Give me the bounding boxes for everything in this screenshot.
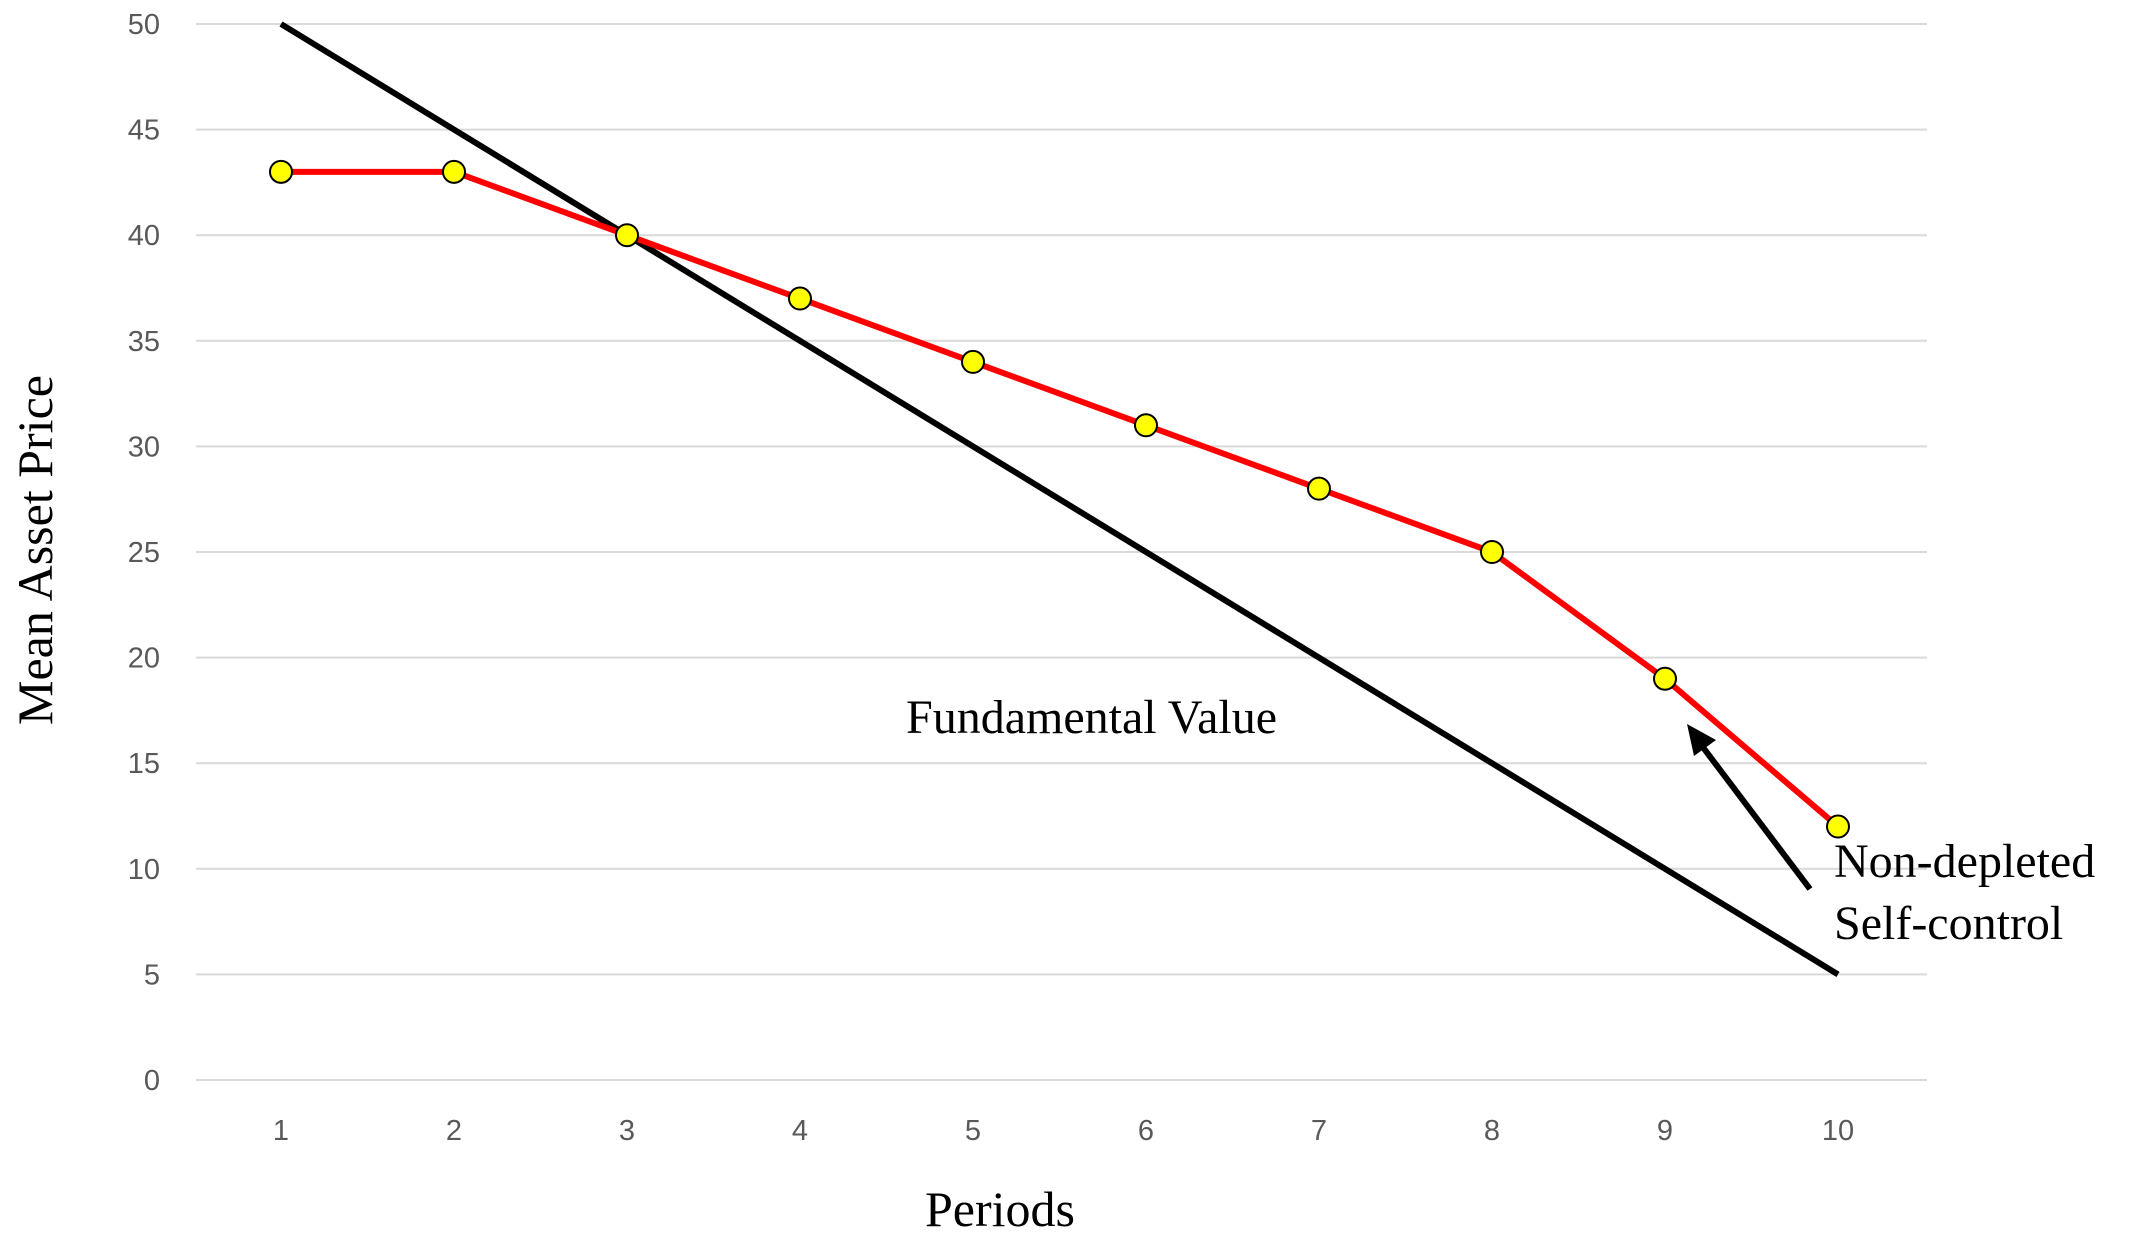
x-tick-label: 5 bbox=[965, 1115, 981, 1147]
x-axis-ticks: 1 2 3 4 5 6 7 8 9 10 bbox=[273, 1115, 1854, 1147]
x-tick-label: 3 bbox=[619, 1115, 635, 1147]
y-tick-label: 30 bbox=[128, 431, 160, 463]
x-tick-label: 4 bbox=[792, 1115, 808, 1147]
series-line bbox=[281, 168, 1840, 829]
annotation-arrow-shaft bbox=[1699, 744, 1813, 891]
data-point bbox=[615, 223, 639, 248]
data-point bbox=[1134, 413, 1158, 438]
data-point bbox=[961, 349, 985, 374]
x-tick-label: 10 bbox=[1822, 1115, 1854, 1147]
y-axis-title: Mean Asset Price bbox=[7, 375, 63, 725]
series-label-line-2: Self-control bbox=[1834, 897, 2063, 950]
series-markers bbox=[269, 159, 1850, 839]
x-tick-label: 2 bbox=[446, 1115, 462, 1147]
data-point bbox=[1307, 476, 1331, 501]
annotation-arrow bbox=[1687, 724, 1813, 891]
annotation-arrow-head bbox=[1687, 724, 1716, 756]
x-tick-label: 8 bbox=[1484, 1115, 1500, 1147]
data-point bbox=[1653, 666, 1677, 691]
data-point bbox=[442, 159, 466, 184]
x-tick-label: 9 bbox=[1657, 1115, 1673, 1147]
series-label-line-1: Non-depleted bbox=[1834, 835, 2095, 888]
x-tick-label: 7 bbox=[1311, 1115, 1327, 1147]
y-tick-label: 25 bbox=[128, 537, 160, 569]
fundamental-value-label: Fundamental Value bbox=[906, 691, 1277, 744]
y-tick-label: 40 bbox=[128, 220, 160, 252]
fundamental-value-line bbox=[279, 21, 1840, 977]
y-tick-label: 5 bbox=[144, 959, 160, 991]
y-tick-label: 0 bbox=[144, 1065, 160, 1097]
y-tick-label: 50 bbox=[128, 9, 160, 41]
y-tick-label: 35 bbox=[128, 326, 160, 358]
y-tick-label: 45 bbox=[128, 115, 160, 147]
y-tick-label: 15 bbox=[128, 748, 160, 780]
y-axis-ticks: 0 5 10 15 20 25 30 35 40 45 50 bbox=[128, 9, 160, 1097]
y-tick-label: 20 bbox=[128, 643, 160, 675]
data-point bbox=[1826, 814, 1850, 839]
x-tick-label: 1 bbox=[273, 1115, 289, 1147]
gridlines bbox=[196, 23, 1927, 976]
x-tick-label: 6 bbox=[1138, 1115, 1154, 1147]
data-point bbox=[1480, 540, 1504, 564]
y-tick-label: 10 bbox=[128, 854, 160, 886]
data-point bbox=[788, 286, 812, 311]
x-axis-title: Periods bbox=[925, 1181, 1075, 1237]
data-point bbox=[269, 159, 293, 184]
